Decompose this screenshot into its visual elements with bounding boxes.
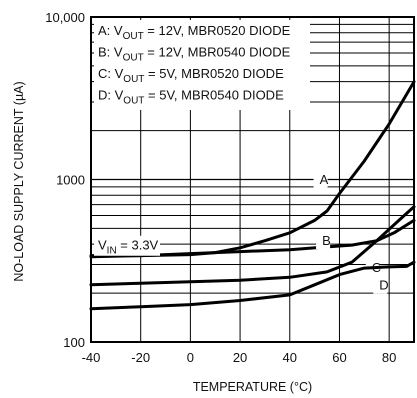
- series-label-bg: [313, 171, 328, 188]
- x-tick-label: 20: [233, 350, 247, 365]
- series-label-bg: [373, 277, 388, 294]
- x-tick-label: 80: [382, 350, 396, 365]
- y-tick-label: 10,000: [45, 10, 85, 25]
- annotation-bg: [94, 235, 160, 256]
- legend-box: [94, 20, 310, 110]
- plot-frame: [90, 16, 415, 343]
- series-label-D: D: [379, 278, 388, 293]
- legend-entry: A: VOUT​ = 12V, MBR0520 DIODE: [98, 23, 291, 42]
- y-axis-label: NO-LOAD SUPPLY CURRENT (µA): [12, 81, 26, 281]
- vin-annotation: VIN​ = 3.3V: [98, 238, 159, 257]
- series-line-C: [89, 205, 416, 287]
- x-tick-label: 0: [187, 350, 194, 365]
- legend-entry: C: VOUT​ = 5V, MBR0520 DIODE: [98, 66, 284, 85]
- x-tick-label: -40: [82, 350, 101, 365]
- series-line-D: [89, 260, 416, 311]
- tick-labels: -40 -20 0 20 40 60 80 100 1000 10,000: [45, 10, 396, 365]
- x-axis-label: TEMPERATURE (°C): [193, 380, 312, 394]
- x-tick-label: -20: [131, 350, 150, 365]
- legend: A: VOUT​ = 12V, MBR0520 DIODE B: VOUT​ = …: [94, 20, 310, 110]
- series-label-B: B: [322, 233, 331, 248]
- series-label-A: A: [320, 172, 329, 187]
- annotation: VIN​ = 3.3V: [94, 235, 160, 257]
- series-label-bg: [316, 233, 331, 250]
- x-tick-label: 60: [332, 350, 346, 365]
- series-line-B: [89, 218, 416, 259]
- legend-entry: B: VOUT​ = 12V, MBR0540 DIODE: [98, 45, 291, 64]
- y-tick-label: 1000: [56, 173, 85, 188]
- x-tick-label: 40: [283, 350, 297, 365]
- y-tick-label: 100: [63, 335, 85, 350]
- legend-entry: D: VOUT​ = 5V, MBR0540 DIODE: [98, 88, 284, 107]
